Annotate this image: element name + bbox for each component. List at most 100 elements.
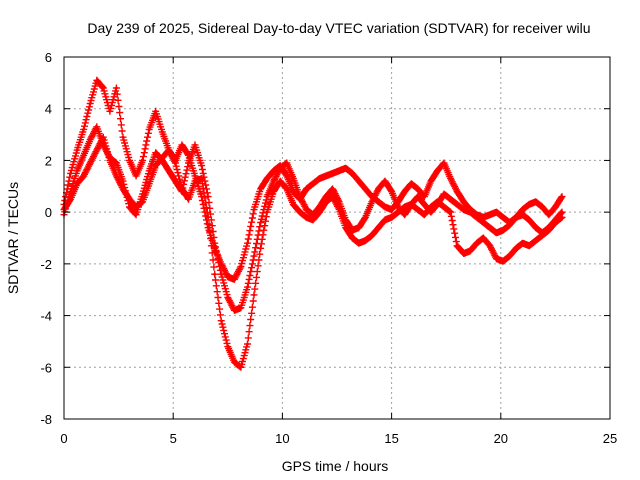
data-point bbox=[226, 275, 230, 279]
data-point bbox=[285, 174, 289, 178]
data-point bbox=[436, 200, 439, 204]
data-point bbox=[272, 190, 276, 193]
data-point bbox=[134, 205, 138, 209]
data-point bbox=[69, 197, 72, 201]
data-point bbox=[239, 365, 243, 369]
data-point bbox=[160, 130, 164, 134]
data-point bbox=[128, 159, 131, 162]
data-point bbox=[95, 125, 99, 129]
y-tick-label: -6 bbox=[40, 360, 52, 375]
data-point bbox=[455, 202, 459, 206]
x-tick-label: 25 bbox=[603, 431, 617, 446]
data-point bbox=[311, 182, 315, 186]
data-point bbox=[350, 171, 354, 175]
data-point bbox=[259, 221, 262, 224]
data-point bbox=[383, 205, 387, 209]
data-point bbox=[455, 190, 459, 193]
data-point bbox=[219, 319, 223, 323]
data-point bbox=[455, 244, 459, 248]
data-point bbox=[200, 177, 203, 180]
data-point bbox=[213, 241, 217, 245]
data-point bbox=[278, 166, 282, 170]
data-point bbox=[154, 109, 158, 113]
data-point bbox=[219, 272, 223, 276]
x-axis-label: GPS time / hours bbox=[282, 458, 389, 474]
data-point bbox=[239, 306, 243, 310]
data-point bbox=[462, 200, 466, 204]
data-point bbox=[232, 277, 236, 281]
data-point bbox=[390, 215, 393, 219]
y-tick-label: -8 bbox=[40, 412, 52, 427]
data-point bbox=[213, 272, 217, 276]
data-point bbox=[154, 164, 158, 168]
data-point bbox=[337, 169, 341, 173]
data-point bbox=[560, 215, 564, 219]
data-point bbox=[495, 231, 498, 235]
data-point bbox=[121, 135, 125, 139]
data-point bbox=[180, 187, 184, 191]
data-point bbox=[337, 208, 341, 211]
y-tick-label: 6 bbox=[45, 50, 52, 65]
data-point bbox=[232, 309, 236, 312]
data-point bbox=[115, 174, 118, 178]
data-point bbox=[547, 228, 551, 232]
x-tick-label: 15 bbox=[384, 431, 398, 446]
data-point bbox=[331, 187, 335, 191]
data-point bbox=[449, 177, 452, 180]
data-point bbox=[252, 208, 256, 211]
data-point bbox=[298, 195, 302, 199]
data-point bbox=[167, 169, 171, 173]
data-point bbox=[442, 205, 446, 209]
data-point bbox=[252, 293, 256, 297]
data-point bbox=[521, 213, 525, 217]
data-point bbox=[239, 265, 243, 268]
data-point bbox=[475, 241, 479, 245]
data-point bbox=[390, 190, 393, 193]
data-point bbox=[272, 179, 276, 183]
data-point bbox=[305, 187, 308, 191]
data-point bbox=[305, 215, 308, 219]
data-point bbox=[501, 215, 505, 219]
data-point bbox=[377, 187, 380, 191]
data-point bbox=[278, 179, 282, 183]
data-point bbox=[495, 257, 498, 261]
data-point bbox=[409, 202, 413, 206]
data-point bbox=[514, 246, 518, 250]
data-point bbox=[226, 345, 230, 348]
data-point bbox=[403, 190, 407, 193]
data-point bbox=[554, 205, 557, 209]
data-point bbox=[173, 161, 177, 165]
data-point bbox=[291, 190, 295, 193]
x-tick-label: 10 bbox=[275, 431, 289, 446]
data-point bbox=[69, 171, 72, 175]
data-point bbox=[481, 221, 485, 224]
data-point bbox=[331, 195, 335, 199]
data-point bbox=[160, 156, 164, 160]
data-point bbox=[344, 226, 348, 230]
data-point bbox=[147, 169, 151, 173]
data-point bbox=[449, 210, 452, 214]
data-point bbox=[449, 197, 452, 201]
data-point bbox=[416, 187, 420, 191]
y-tick-label: 2 bbox=[45, 153, 52, 168]
data-point bbox=[488, 226, 492, 230]
data-point bbox=[95, 148, 99, 152]
data-point bbox=[357, 241, 361, 245]
data-point bbox=[357, 179, 361, 183]
data-point bbox=[475, 215, 479, 219]
data-point bbox=[442, 161, 446, 165]
chart-title: Day 239 of 2025, Sidereal Day-to-day VTE… bbox=[87, 20, 590, 36]
data-point bbox=[357, 226, 361, 230]
data-point bbox=[88, 138, 92, 142]
data-point bbox=[206, 215, 210, 219]
data-point bbox=[121, 187, 125, 191]
data-point bbox=[409, 182, 413, 186]
data-point bbox=[377, 226, 380, 230]
data-point bbox=[128, 197, 131, 201]
data-point bbox=[285, 187, 289, 191]
data-point bbox=[396, 205, 400, 209]
data-point bbox=[534, 200, 538, 204]
data-point bbox=[285, 161, 289, 165]
data-point bbox=[226, 296, 230, 299]
y-tick-label: -2 bbox=[40, 257, 52, 272]
